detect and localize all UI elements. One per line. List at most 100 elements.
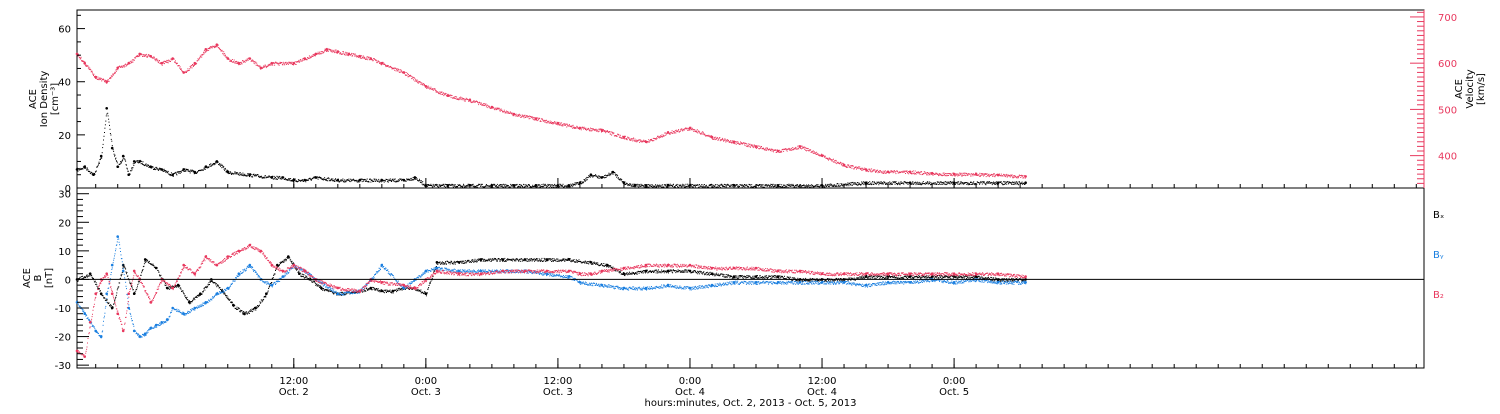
top-series-0-dot xyxy=(255,175,257,177)
top-series-1-dot xyxy=(488,105,490,107)
top-series-0-dot xyxy=(388,180,390,182)
top-series-0-dot xyxy=(340,180,342,182)
bottom-series-0-dot xyxy=(238,307,240,309)
top-series-1-dot xyxy=(209,48,211,50)
bottom-series-0-dot xyxy=(379,290,381,292)
top-series-1-dot xyxy=(892,171,894,173)
top-series-1-dot xyxy=(936,172,938,174)
top-series-1-dot xyxy=(794,148,796,150)
top-series-1-dot xyxy=(740,141,741,143)
top-series-0-dot xyxy=(603,176,605,178)
top-series-1-dot xyxy=(270,63,271,65)
bottom-series-0-dot xyxy=(324,290,326,292)
top-series-0-dot xyxy=(459,184,461,186)
top-series-1-dot xyxy=(619,136,621,138)
top-series-1-dot xyxy=(621,137,623,139)
top-series-1-dot xyxy=(975,172,977,174)
top-series-1-dot xyxy=(495,107,497,109)
top-series-0-dot xyxy=(984,183,986,184)
top-series-0-dot xyxy=(624,181,626,183)
top-series-0-dot xyxy=(893,182,895,183)
top-series-0-dot xyxy=(929,181,931,183)
bottom-series-0-dot xyxy=(279,262,281,264)
top-series-0-dot xyxy=(769,185,771,187)
bottom-series-0-dot xyxy=(316,283,318,285)
bottom-series-0-dot xyxy=(121,273,123,275)
top-series-1-dot xyxy=(308,57,310,59)
top-series-1-dot xyxy=(815,153,817,155)
top-series-1-dot xyxy=(479,102,481,104)
top-series-0-dot xyxy=(337,178,339,180)
top-series-1-dot xyxy=(187,70,188,72)
top-series-0-dot xyxy=(954,184,956,185)
top-series-1-dot xyxy=(894,171,896,173)
top-series-1-dot xyxy=(365,58,367,60)
top-series-1-dot xyxy=(104,80,105,82)
top-series-1-dot xyxy=(500,108,502,110)
top-series-1-dot xyxy=(960,173,962,175)
top-series-0-dot xyxy=(119,163,121,165)
top-series-1-dot xyxy=(786,150,788,152)
top-series-1-dot xyxy=(371,59,373,60)
top-series-0-dot xyxy=(452,186,454,188)
bottom-series-0-dot xyxy=(320,288,322,290)
top-series-0-dot xyxy=(575,182,577,184)
top-series-0-dot xyxy=(592,176,594,178)
top-series-0-dot xyxy=(687,184,689,186)
bottom-series-0-dot xyxy=(221,290,223,292)
top-series-1-dot xyxy=(252,59,254,61)
bottom-series-0-dot xyxy=(345,293,347,295)
top-series-1-dot xyxy=(711,137,713,139)
top-series-0-dot xyxy=(1010,182,1012,184)
top-series-0-dot xyxy=(561,184,563,186)
top-series-1-dot xyxy=(997,173,999,175)
bottom-series-0-dot xyxy=(85,277,87,278)
top-series-0-dot xyxy=(490,184,492,186)
bottom-series-0-dot xyxy=(114,300,115,302)
bottom-series-0-dot xyxy=(258,304,260,306)
top-series-1-dot xyxy=(520,117,522,118)
top-series-0-dot xyxy=(418,180,420,182)
top-series-1-dot xyxy=(793,149,795,151)
top-series-0-dot xyxy=(501,185,503,187)
top-series-0-dot xyxy=(585,177,587,179)
bottom-series-0-dot xyxy=(115,297,116,299)
top-series-1-dot xyxy=(797,147,799,149)
top-series-1-dot xyxy=(298,61,300,63)
top-series-1-dot xyxy=(906,170,908,172)
top-series-1-dot xyxy=(425,86,427,88)
top-series-1-dot xyxy=(110,77,112,79)
bottom-series-0-dot xyxy=(137,283,139,285)
top-series-1-dot xyxy=(84,64,86,66)
top-series-1-dot xyxy=(756,147,758,149)
bottom-series-0-dot xyxy=(202,291,204,293)
top-series-0-dot xyxy=(945,181,947,183)
bottom-series-0-dot xyxy=(143,263,145,265)
bottom-series-0-dot xyxy=(135,290,137,292)
top-series-0-dot xyxy=(247,175,249,177)
top-series-1-dot xyxy=(882,170,884,172)
top-series-0-dot xyxy=(934,182,936,183)
top-series-0-dot xyxy=(760,186,762,188)
top-series-0-dot xyxy=(314,176,315,178)
top-series-0-dot xyxy=(181,170,183,171)
top-series-1-dot xyxy=(1017,175,1019,177)
top-series-0-dot xyxy=(602,176,604,177)
top-series-0-dot xyxy=(784,184,786,186)
top-series-1-dot xyxy=(123,65,125,66)
top-series-0-dot xyxy=(787,186,789,188)
top-series-1-dot xyxy=(107,80,109,82)
top-series-1-dot xyxy=(905,171,907,173)
top-series-1-dot xyxy=(523,117,525,119)
top-series-0-dot xyxy=(882,183,884,185)
top-series-0-dot xyxy=(846,183,848,185)
top-series-0-dot xyxy=(660,184,662,186)
top-series-0-dot xyxy=(398,180,400,182)
bottom-series-0-dot xyxy=(298,273,300,275)
top-series-0-dot xyxy=(772,183,774,185)
top-series-1-dot xyxy=(798,145,800,147)
top-series-0-dot xyxy=(388,178,390,180)
top-series-0-dot xyxy=(495,185,497,187)
top-series-1-dot xyxy=(493,107,495,109)
top-series-0-dot xyxy=(519,186,521,188)
